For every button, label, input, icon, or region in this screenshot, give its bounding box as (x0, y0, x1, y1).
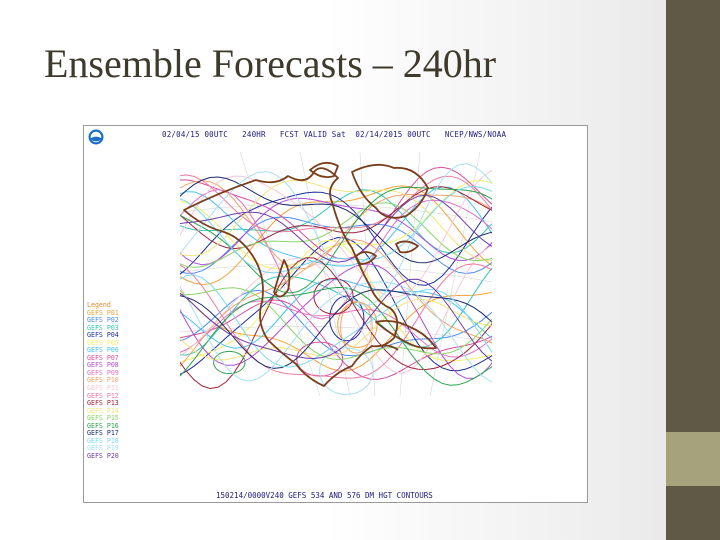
contour-line (180, 180, 492, 270)
contour-line (180, 170, 492, 298)
legend-item: GEFS P16 (87, 421, 119, 430)
legend-item: GEFS P20 (87, 451, 119, 460)
contour-line (180, 236, 492, 375)
contour-line (180, 286, 492, 386)
contour-line (180, 197, 492, 266)
ensemble-map-panel: 02/04/15 00UTC 240HR FCST VALID Sat 02/1… (83, 125, 588, 503)
contour-line (180, 176, 492, 264)
legend-item: GEFS P09 (87, 368, 119, 377)
legend-item: GEFS P18 (87, 436, 119, 445)
legend: Legend GEFS P01 GEFS P02 GEFS P03 GEFS P04 G… (87, 301, 119, 461)
contour-cell (319, 347, 374, 395)
contour-line (180, 239, 492, 367)
contour-line (180, 185, 492, 274)
contour-line (180, 278, 492, 362)
legend-item: GEFS P17 (87, 429, 119, 438)
contour-line (180, 179, 492, 262)
map-canvas (180, 152, 492, 396)
legend-item: GEFS P12 (87, 391, 119, 400)
contour-line (180, 189, 492, 320)
noaa-logo (88, 129, 104, 145)
contour-line (180, 257, 492, 390)
contour-line (180, 287, 492, 361)
legend-item: GEFS P10 (87, 376, 119, 385)
contour-cell (313, 277, 354, 315)
legend-item: GEFS P14 (87, 406, 119, 415)
legend-item: GEFS P15 (87, 414, 119, 423)
legend-item: GEFS P05 (87, 338, 119, 347)
legend-item: GEFS P11 (87, 384, 119, 393)
legend-item: GEFS P01 (87, 308, 119, 317)
contour-line (180, 202, 492, 268)
legend-title: Legend (87, 301, 111, 309)
contour-line (180, 163, 492, 306)
contour-line (180, 186, 492, 250)
map-header: 02/04/15 00UTC 240HR FCST VALID Sat 02/1… (162, 130, 507, 139)
contour-line (180, 185, 492, 286)
contour-cell (329, 295, 365, 342)
contour-line (180, 281, 492, 382)
legend-item: GEFS P19 (87, 444, 119, 453)
contour-line (180, 298, 492, 361)
legend-items: GEFS P01 GEFS P02 GEFS P03 GEFS P04 GEFS P05… (87, 308, 119, 461)
ensemble-contours (180, 163, 492, 395)
contour-line (180, 191, 492, 286)
contour-line (180, 189, 492, 254)
contour-cell (213, 350, 246, 375)
coastline (183, 161, 437, 387)
contour-line (180, 186, 492, 294)
legend-item: GEFS P08 (87, 361, 119, 370)
legend-item: GEFS P13 (87, 399, 119, 408)
contour-line (180, 267, 492, 356)
contour-line (180, 174, 492, 233)
contour-line (180, 245, 492, 374)
map-footer: 150214/0000V240 GEFS 534 AND 576 DM HGT … (216, 491, 433, 500)
side-accent (666, 432, 720, 486)
legend-item: GEFS P04 (87, 331, 119, 340)
legend-item: GEFS P06 (87, 346, 119, 355)
legend-item: GEFS P07 (87, 353, 119, 362)
contour-line (180, 289, 492, 372)
legend-item: GEFS P02 (87, 316, 119, 325)
contour-line (180, 194, 492, 263)
contour-line (180, 289, 492, 369)
contour-line (180, 299, 492, 380)
slide-title: Ensemble Forecasts – 240hr (44, 41, 497, 86)
legend-item: GEFS P03 (87, 323, 119, 332)
contour-line (180, 274, 492, 368)
